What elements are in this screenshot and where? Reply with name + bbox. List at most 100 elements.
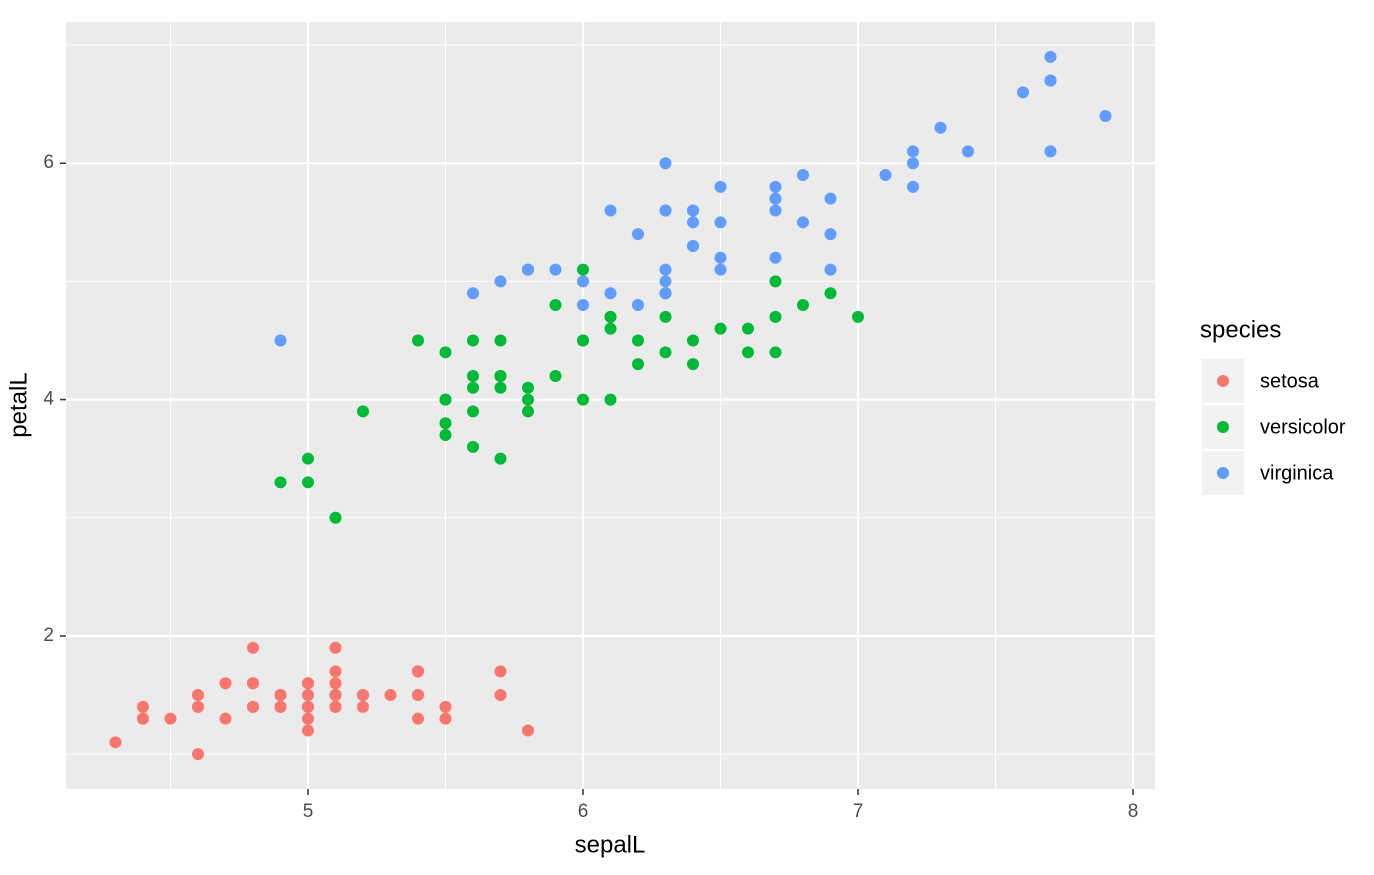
point [769,180,782,193]
point [659,204,672,217]
legend-swatch [1217,375,1229,387]
legend-swatch [1217,467,1229,479]
point [604,204,617,217]
point [302,677,314,690]
point [659,346,672,359]
point [329,665,342,678]
point [357,700,369,713]
point [577,263,589,276]
point [687,239,699,252]
point [549,369,562,382]
point [522,263,534,276]
point [742,346,754,359]
x-axis-title: sepalL [575,831,646,858]
point [494,275,507,288]
point [467,381,479,394]
point [632,358,644,371]
point [384,689,397,702]
point [439,417,452,430]
point [439,700,452,713]
x-tick-label: 6 [578,801,589,822]
point [219,712,232,725]
point [659,275,672,288]
point [192,689,204,702]
point [714,216,727,229]
point [632,228,644,241]
point [329,689,342,702]
point [659,310,672,323]
point [247,641,259,654]
point [1099,109,1112,122]
legend-label: versicolor [1260,416,1346,438]
point [412,689,424,702]
point [357,689,369,702]
point [824,192,837,205]
point [522,381,534,394]
point [907,145,919,158]
point [659,287,672,300]
point [164,712,177,725]
point [907,157,919,170]
point [659,263,672,276]
legend-swatch [1217,421,1229,433]
point [467,405,479,418]
point [769,192,782,205]
point [329,677,342,690]
y-tick-label: 2 [43,625,54,646]
point [522,393,534,406]
point [687,358,699,371]
point [687,204,699,217]
point [302,700,314,713]
x-tick-label: 8 [1128,801,1139,822]
point [742,322,754,335]
point [494,381,507,394]
point [604,393,617,406]
point [769,204,782,217]
point [247,677,259,690]
point [329,700,342,713]
point [1044,145,1057,158]
point [577,334,589,347]
point [274,700,287,713]
point [632,334,644,347]
point [494,452,507,465]
point [247,700,259,713]
point [659,157,672,170]
point [467,334,479,347]
point [192,700,204,713]
point [412,712,424,725]
point [494,334,507,347]
point [962,145,974,158]
point [714,322,727,335]
point [219,677,232,690]
point [439,346,452,359]
point [522,405,534,418]
point [714,251,727,264]
point [192,748,204,761]
point [274,689,287,702]
point [467,287,479,300]
point [797,299,809,312]
x-tick-label: 5 [303,801,314,822]
y-tick-label: 6 [43,152,54,173]
point [577,275,589,288]
point [714,180,727,193]
point [852,310,864,323]
legend-label: virginica [1260,462,1334,484]
point [439,429,452,442]
point [549,299,562,312]
point [439,393,452,406]
point [604,310,617,323]
point [522,724,534,737]
point [687,216,699,229]
point [329,511,342,524]
point [302,724,314,737]
point [769,251,782,264]
legend: setosa versicolor virginica [1202,359,1346,495]
x-tick-label: 7 [853,801,864,822]
point [604,322,617,335]
point [824,287,837,300]
y-tick-label: 4 [43,389,54,410]
